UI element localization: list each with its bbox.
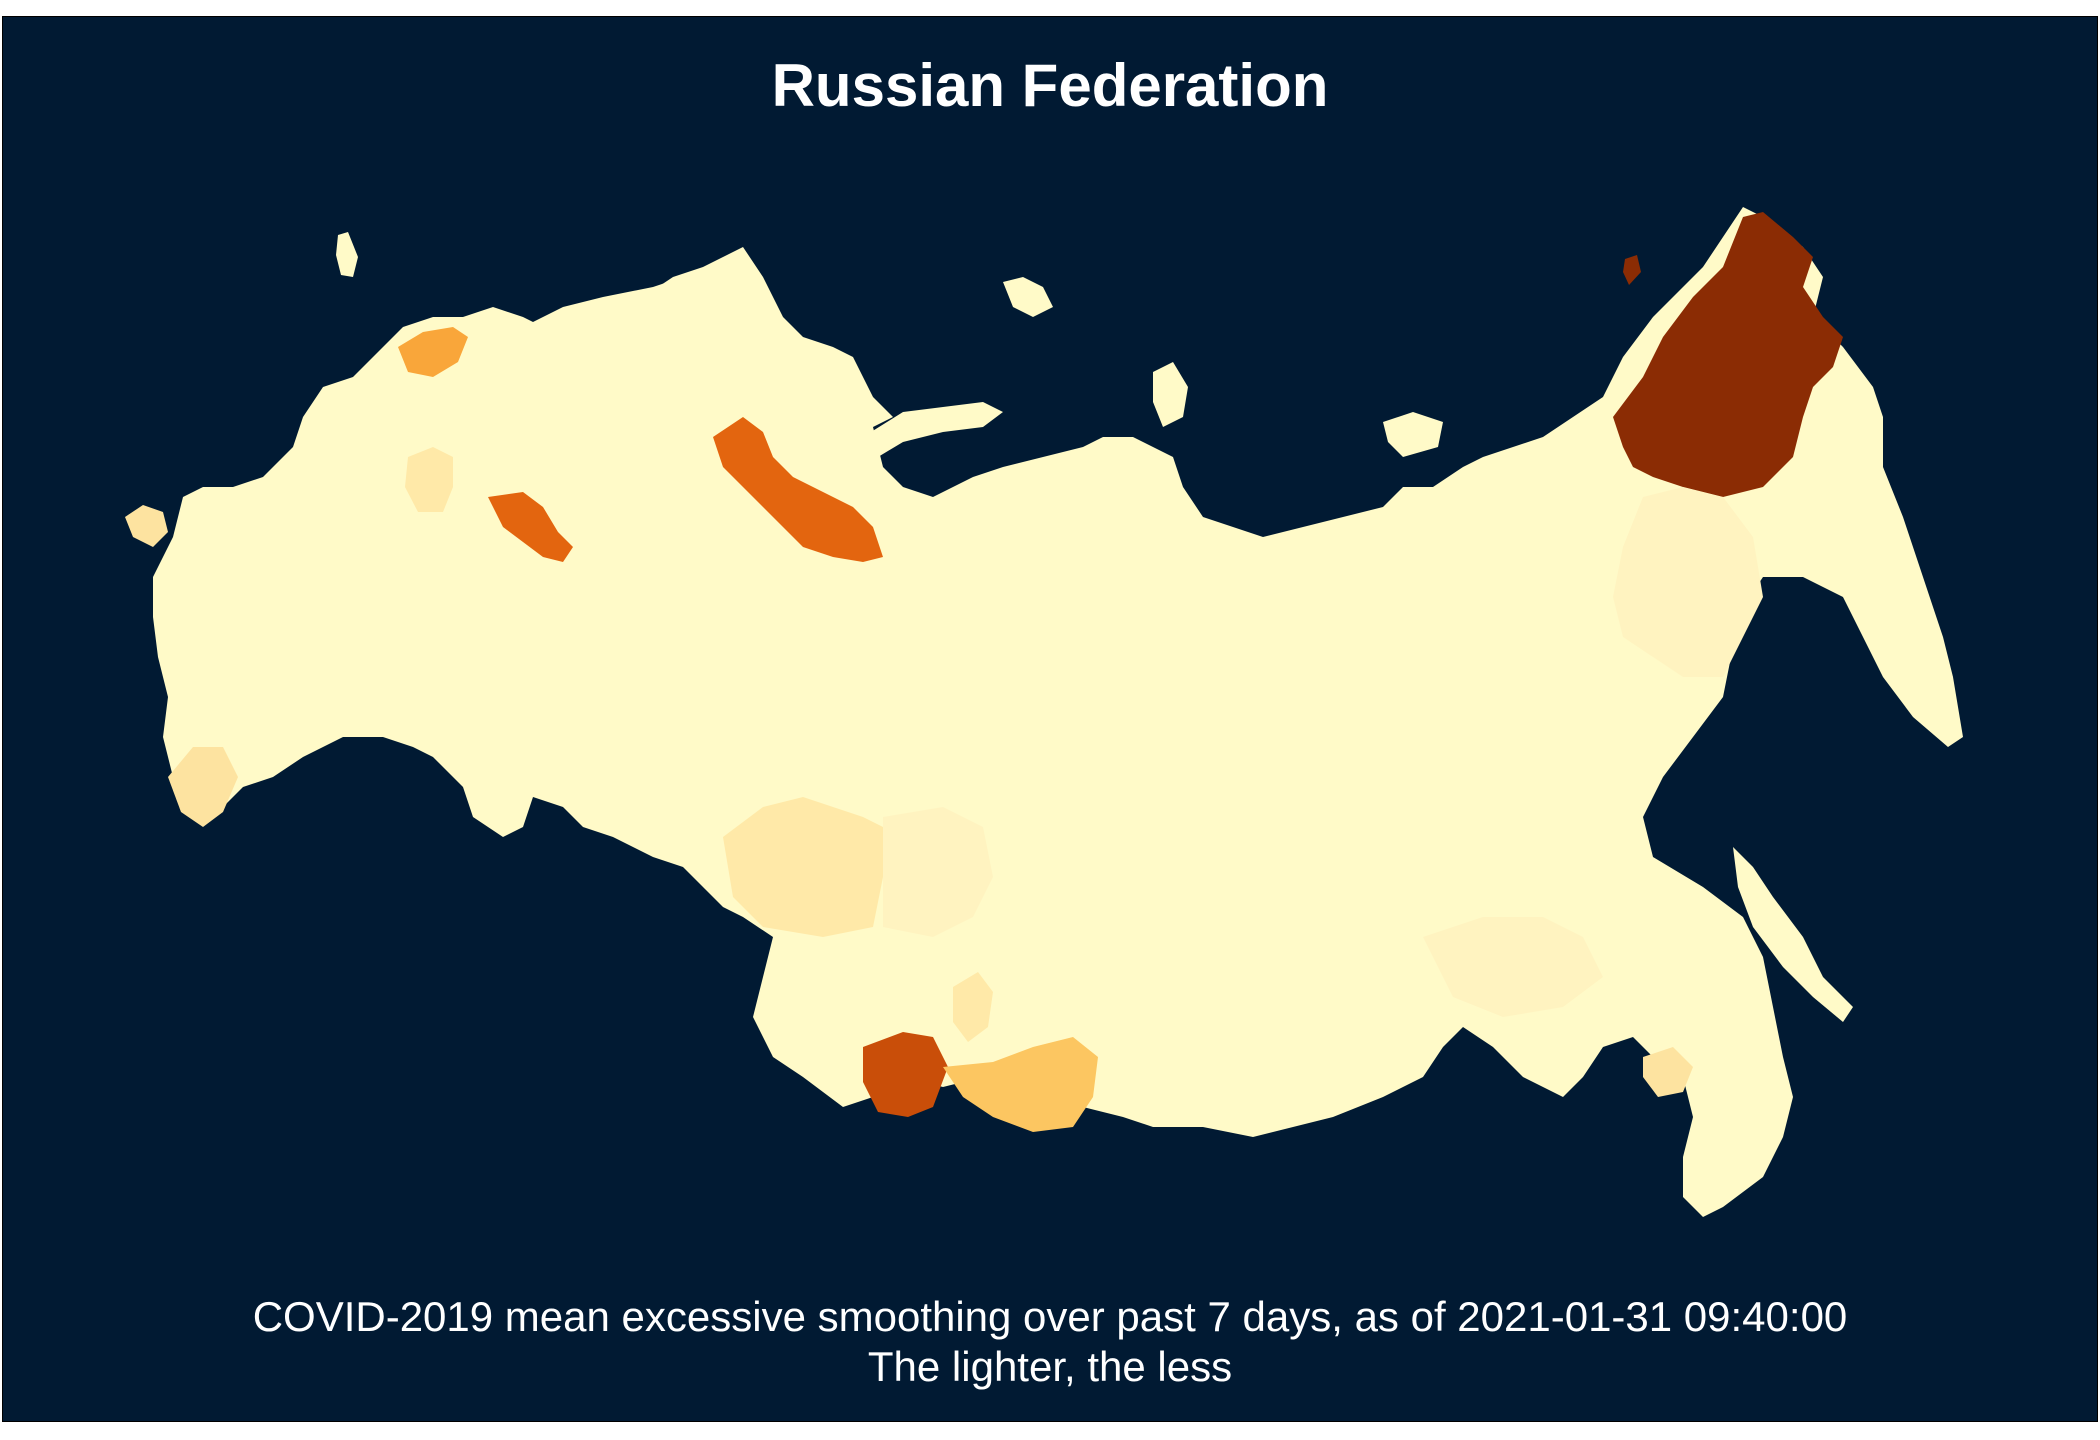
region-kamchatka xyxy=(1823,497,1963,747)
region-magadan xyxy=(1613,487,1763,677)
region-kola xyxy=(523,272,713,342)
region-south-center-a xyxy=(723,797,883,937)
region-altai xyxy=(863,1032,948,1117)
region-southwest xyxy=(168,747,238,827)
map-panel: Russian Federation xyxy=(2,16,2098,1422)
region-pale-center xyxy=(405,447,453,512)
region-yamal-nenets xyxy=(713,417,883,562)
region-sakhalin xyxy=(1733,847,1853,1022)
region-wrangel xyxy=(1623,255,1641,285)
region-orange-west xyxy=(488,492,573,562)
region-south-center-b xyxy=(883,807,993,937)
map-caption-line2: The lighter, the less xyxy=(867,1343,1233,1390)
region-novaya-zemlya xyxy=(863,402,1003,457)
region-kaliningrad xyxy=(125,505,168,547)
region-nw-island xyxy=(336,232,358,277)
map-title: Russian Federation xyxy=(771,52,1329,119)
region-chukotka xyxy=(1613,212,1843,497)
region-khakassia xyxy=(953,972,993,1042)
region-east-pale xyxy=(1423,917,1603,1017)
region-severnaya-zemlya xyxy=(1153,362,1188,427)
region-karelia-north xyxy=(398,327,468,377)
region-arctic-islands xyxy=(1003,277,1053,317)
region-tuva xyxy=(943,1037,1098,1132)
map-caption-line1: COVID-2019 mean excessive smoothing over… xyxy=(252,1293,1848,1340)
russia-choropleth-map xyxy=(125,207,1963,1217)
region-new-siberian-islands xyxy=(1383,412,1443,457)
region-jewish-ao xyxy=(1643,1047,1693,1097)
